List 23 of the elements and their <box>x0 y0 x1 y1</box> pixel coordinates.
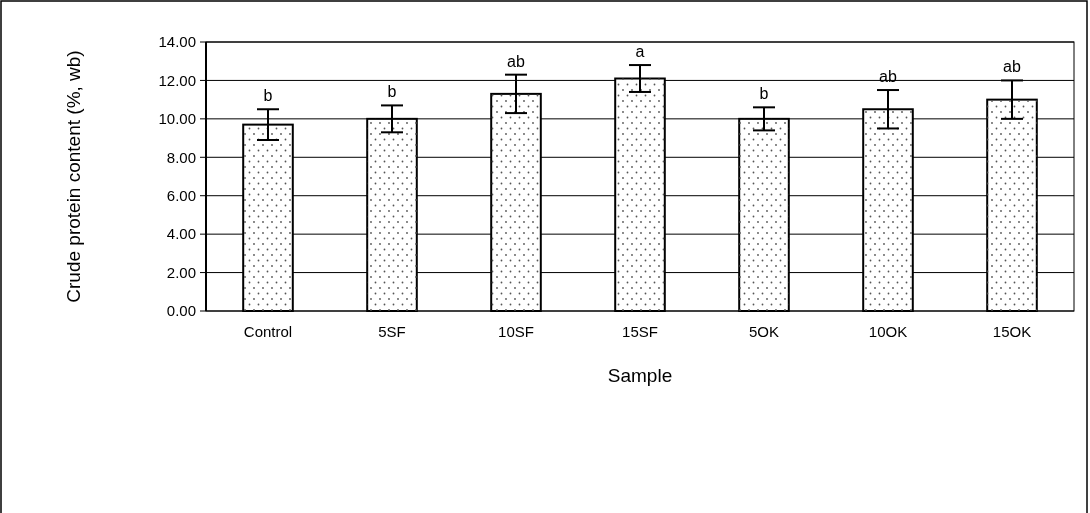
y-tick-label: 6.00 <box>166 186 196 204</box>
annotation: a <box>635 43 645 61</box>
x-tick-label: Control <box>243 323 293 340</box>
annotation: ab <box>507 52 525 70</box>
y-tick-label: 0.00 <box>166 302 196 320</box>
y-tick-label: 14.00 <box>158 33 196 51</box>
x-tick-label: 15SF <box>622 323 658 340</box>
x-tick-label: 10OK <box>868 323 908 340</box>
y-tick-label: 2.00 <box>166 263 196 281</box>
y-tick-label: 8.00 <box>166 148 196 166</box>
y-tick-label: 12.00 <box>158 71 196 89</box>
annotation: b <box>759 85 769 103</box>
annotation: b <box>387 83 397 101</box>
x-tick-label: 5OK <box>748 323 780 340</box>
y-tick-label: 10.00 <box>158 110 196 128</box>
annotation: ab <box>1003 58 1021 76</box>
annotation: b <box>263 87 273 105</box>
x-tick-label: 5SF <box>378 323 406 340</box>
x-axis-title: Sample <box>607 365 673 386</box>
y-tick-label: 4.00 <box>166 225 196 243</box>
x-tick-label: 15OK <box>992 323 1032 340</box>
x-tick-label: 10SF <box>498 323 534 340</box>
y-axis-title: Crude protein content (%, wb) <box>63 50 84 303</box>
